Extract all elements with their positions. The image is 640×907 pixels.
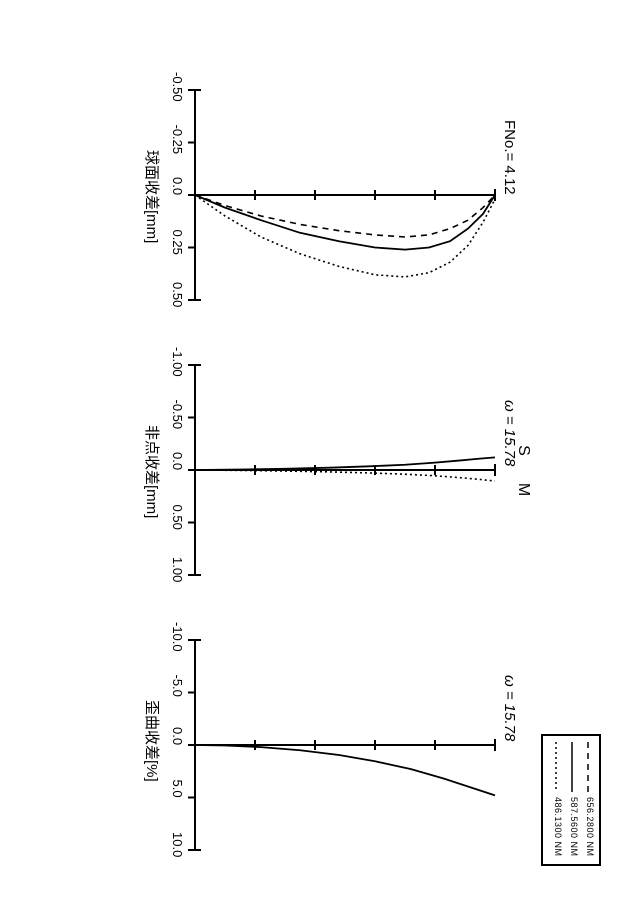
- xtick-distortion-1: -5.0: [170, 675, 185, 697]
- xtick-distortion-3: 5.0: [170, 780, 185, 798]
- xlabel-distortion: 歪曲收差[%]: [142, 700, 163, 782]
- figure-canvas: 656.2800 NM587.5600 NM486.1300 NMFNo.= 4…: [0, 0, 640, 907]
- xtick-distortion-2: 0.0: [170, 727, 185, 745]
- xtick-distortion-4: 10.0: [170, 832, 185, 857]
- series-distortion-0: [195, 745, 495, 795]
- panel-distortion: [0, 0, 640, 907]
- xtick-distortion-0: -10.0: [170, 622, 185, 652]
- rotated-figure: 656.2800 NM587.5600 NM486.1300 NMFNo.= 4…: [0, 0, 640, 907]
- panel-title-distortion: ω = 15.78: [501, 675, 518, 741]
